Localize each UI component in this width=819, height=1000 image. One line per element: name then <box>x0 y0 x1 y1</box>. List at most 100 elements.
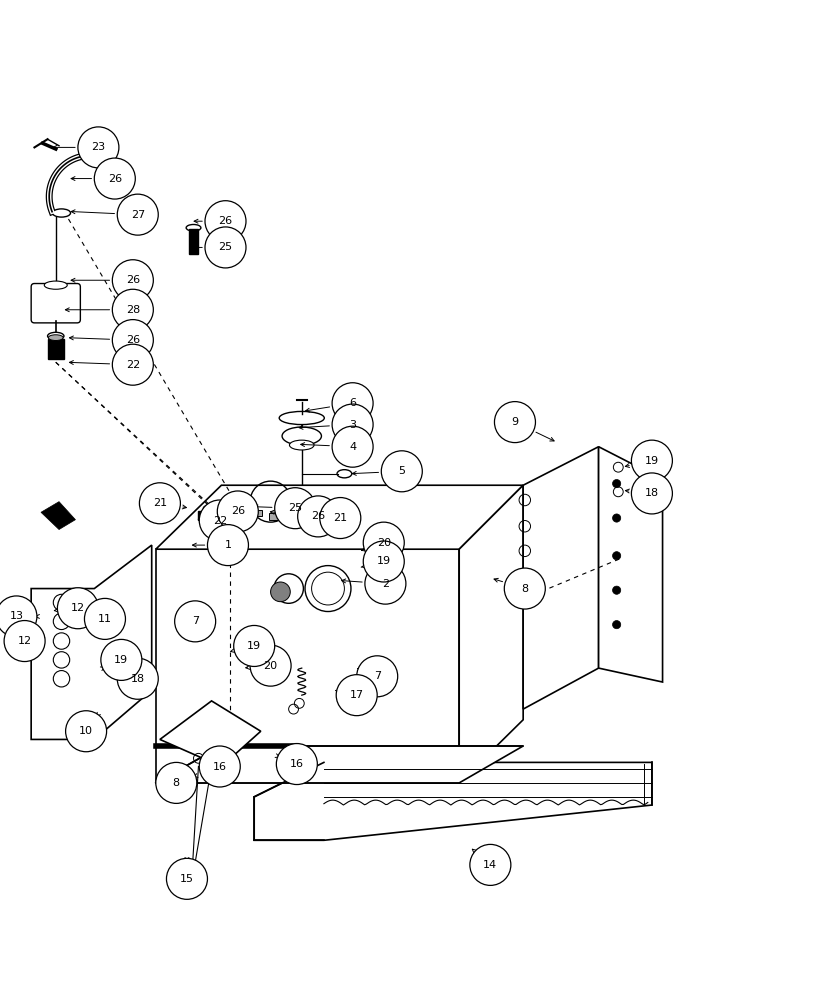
Polygon shape <box>156 549 459 783</box>
Text: 15: 15 <box>179 874 194 884</box>
Text: 7: 7 <box>373 671 380 681</box>
Circle shape <box>207 525 248 566</box>
Circle shape <box>332 404 373 445</box>
Polygon shape <box>459 485 523 783</box>
Text: 25: 25 <box>218 242 233 252</box>
Text: 19: 19 <box>247 641 261 651</box>
Polygon shape <box>156 485 523 549</box>
Circle shape <box>612 480 620 488</box>
Circle shape <box>332 426 373 467</box>
Text: 28: 28 <box>125 305 140 315</box>
Circle shape <box>363 522 404 563</box>
Text: 12: 12 <box>17 636 32 646</box>
Circle shape <box>139 483 180 524</box>
Circle shape <box>84 598 125 639</box>
Ellipse shape <box>48 335 63 341</box>
Text: 11: 11 <box>97 614 112 624</box>
Circle shape <box>0 596 37 637</box>
Circle shape <box>612 586 620 594</box>
Circle shape <box>631 473 672 514</box>
Circle shape <box>112 344 153 385</box>
Ellipse shape <box>44 281 67 289</box>
Text: 1: 1 <box>224 540 231 550</box>
Ellipse shape <box>48 332 64 340</box>
FancyBboxPatch shape <box>31 284 80 323</box>
Text: 19: 19 <box>644 456 658 466</box>
Text: 18: 18 <box>130 674 145 684</box>
Circle shape <box>205 227 246 268</box>
Text: 27: 27 <box>130 210 145 220</box>
Circle shape <box>250 645 291 686</box>
Circle shape <box>631 440 672 481</box>
Circle shape <box>270 582 290 602</box>
Circle shape <box>174 601 215 642</box>
Circle shape <box>78 127 119 168</box>
Text: 26: 26 <box>107 174 122 184</box>
Text: 8: 8 <box>173 778 179 788</box>
Circle shape <box>233 625 274 666</box>
Circle shape <box>332 383 373 424</box>
Text: 7: 7 <box>192 616 198 626</box>
Text: 5: 5 <box>398 466 405 476</box>
Circle shape <box>504 568 545 609</box>
Polygon shape <box>31 545 152 739</box>
Text: 10: 10 <box>79 726 93 736</box>
Text: 26: 26 <box>310 511 325 521</box>
Polygon shape <box>160 701 260 766</box>
Circle shape <box>274 488 315 529</box>
Polygon shape <box>156 746 523 783</box>
Text: 23: 23 <box>91 142 106 152</box>
Circle shape <box>297 496 338 537</box>
Text: 26: 26 <box>230 506 245 516</box>
Polygon shape <box>254 762 651 840</box>
Circle shape <box>112 260 153 301</box>
Ellipse shape <box>289 440 314 450</box>
Circle shape <box>469 844 510 885</box>
Text: 12: 12 <box>70 603 85 613</box>
Circle shape <box>94 158 135 199</box>
Text: 19: 19 <box>376 556 391 566</box>
Text: 20: 20 <box>376 538 391 548</box>
Polygon shape <box>598 447 662 682</box>
Text: 20: 20 <box>263 661 278 671</box>
Polygon shape <box>523 447 598 709</box>
Text: 21: 21 <box>333 513 347 523</box>
Circle shape <box>117 194 158 235</box>
Text: 19: 19 <box>114 655 129 665</box>
Bar <box>269 513 280 520</box>
Circle shape <box>199 746 240 787</box>
Text: 14: 14 <box>482 860 497 870</box>
Circle shape <box>4 621 45 662</box>
Circle shape <box>356 656 397 697</box>
Circle shape <box>57 588 98 629</box>
Circle shape <box>112 289 153 330</box>
Text: 25: 25 <box>287 503 302 513</box>
Circle shape <box>66 711 106 752</box>
Circle shape <box>494 402 535 443</box>
Text: 26: 26 <box>125 275 140 285</box>
Circle shape <box>381 451 422 492</box>
Circle shape <box>364 563 405 604</box>
Bar <box>198 511 213 520</box>
Circle shape <box>101 639 142 680</box>
Text: 26: 26 <box>125 335 140 345</box>
Text: 22: 22 <box>125 360 140 370</box>
Circle shape <box>117 658 158 699</box>
Text: 3: 3 <box>349 420 355 430</box>
Circle shape <box>112 320 153 361</box>
Text: 26: 26 <box>218 216 233 226</box>
Ellipse shape <box>52 209 70 217</box>
Text: 8: 8 <box>521 584 527 594</box>
Text: 4: 4 <box>349 442 355 452</box>
Text: 17: 17 <box>349 690 364 700</box>
Ellipse shape <box>282 427 321 445</box>
Bar <box>48 339 64 359</box>
Circle shape <box>217 491 258 532</box>
Circle shape <box>276 744 317 785</box>
Circle shape <box>612 514 620 522</box>
Circle shape <box>199 500 240 541</box>
Text: 16: 16 <box>289 759 304 769</box>
Text: 2: 2 <box>382 579 388 589</box>
Circle shape <box>156 762 197 803</box>
Circle shape <box>166 858 207 899</box>
